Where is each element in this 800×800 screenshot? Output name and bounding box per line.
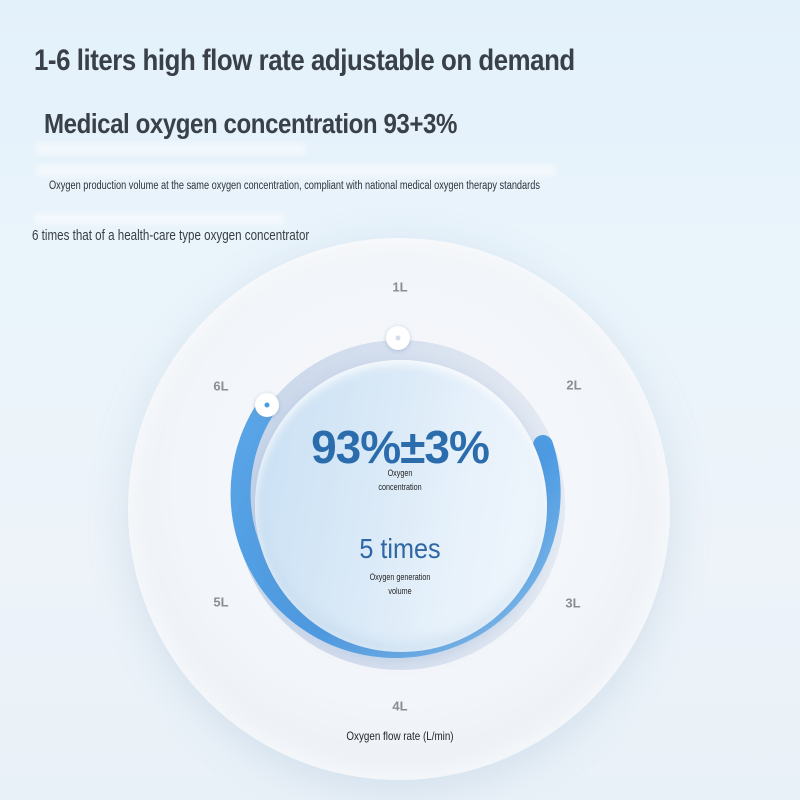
tick-2l: 2L [566, 377, 582, 393]
concentration-value: 93%±3% [311, 421, 490, 473]
comparison-note: 6 times that of a health-care type oxyge… [32, 228, 310, 244]
tick-3l: 3L [565, 595, 581, 611]
generation-caption-line1: Oxygen generation [369, 572, 431, 582]
range-min-knob[interactable] [386, 326, 410, 350]
knob-dot-icon [395, 335, 401, 341]
tick-5l: 5L [213, 594, 229, 610]
tick-4l: 4L [392, 698, 408, 714]
standards-note: Oxygen production volume at the same oxy… [49, 180, 540, 192]
concentration-caption: Oxygen concentration [378, 466, 421, 494]
concentration-caption-line1: Oxygen [387, 468, 413, 478]
generation-caption-line2: volume [388, 586, 412, 596]
generation-caption: Oxygen generation volume [370, 570, 431, 598]
flow-rate-axis-label: Oxygen flow rate (L/min) [346, 729, 454, 743]
knob-dot-icon [264, 402, 270, 408]
dial-face [255, 360, 547, 652]
faded-text-ghost [36, 143, 306, 155]
headline-flow-rate: 1-6 liters high flow rate adjustable on … [34, 44, 575, 77]
faded-text-ghost [36, 165, 556, 177]
concentration-caption-line2: concentration [378, 482, 422, 492]
tick-1l: 1L [392, 279, 408, 295]
generation-value: 5 times [359, 533, 441, 564]
range-max-knob[interactable] [255, 393, 279, 417]
headline-concentration: Medical oxygen concentration 93+3% [44, 108, 457, 139]
faded-text-ghost [34, 213, 284, 225]
tick-6l: 6L [213, 378, 229, 394]
